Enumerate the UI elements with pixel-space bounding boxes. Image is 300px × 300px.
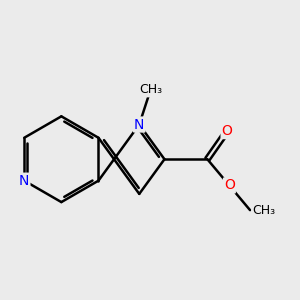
Text: O: O	[222, 124, 232, 138]
Text: CH₃: CH₃	[139, 83, 162, 96]
Text: N: N	[19, 174, 29, 188]
Text: O: O	[224, 178, 235, 193]
Text: N: N	[134, 118, 144, 131]
Text: CH₃: CH₃	[252, 204, 275, 217]
